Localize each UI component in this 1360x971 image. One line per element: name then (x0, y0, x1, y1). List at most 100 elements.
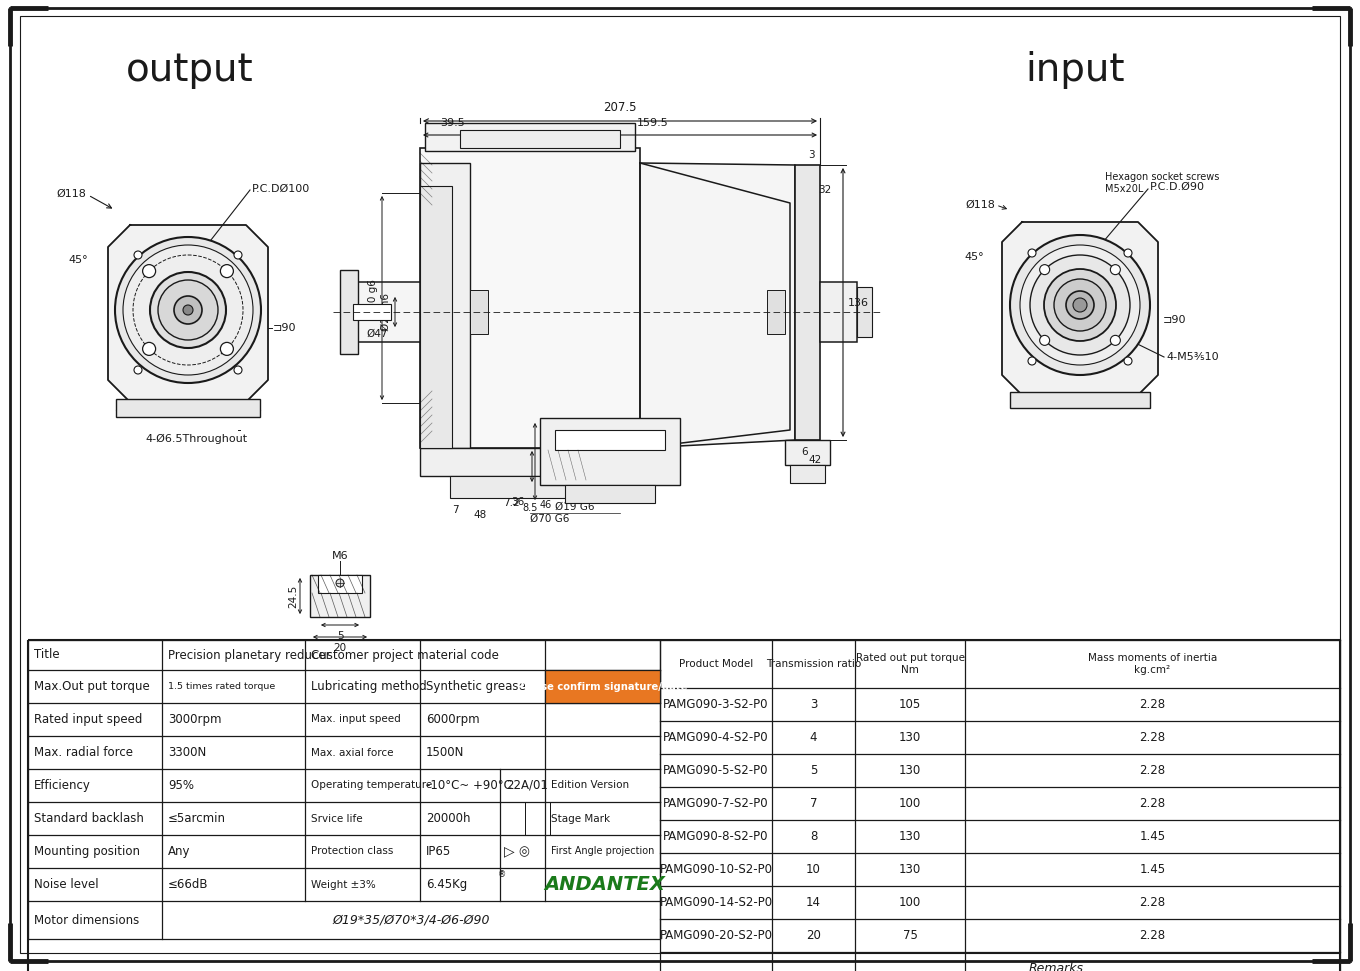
Text: M6: M6 (332, 551, 348, 561)
Bar (424, 123, 635, 151)
Circle shape (1123, 357, 1132, 365)
Bar (540, 418, 680, 485)
Text: 20: 20 (333, 643, 347, 653)
Circle shape (1066, 291, 1093, 319)
Bar (1010, 392, 1151, 408)
Text: Ø70 G6: Ø70 G6 (530, 514, 570, 524)
Text: 2.28: 2.28 (1140, 731, 1166, 744)
Text: 5: 5 (809, 764, 817, 777)
Text: 2.28: 2.28 (1140, 896, 1166, 909)
Bar (471, 290, 488, 334)
Text: 39.5: 39.5 (441, 118, 465, 128)
Bar (29, 640, 1340, 971)
Text: 20000h: 20000h (426, 812, 471, 825)
Text: Efficiency: Efficiency (34, 779, 91, 792)
Text: 6.45Kg: 6.45Kg (426, 878, 468, 891)
Text: 1.45: 1.45 (1140, 863, 1166, 876)
Text: 7: 7 (452, 505, 458, 515)
Circle shape (1044, 269, 1117, 341)
Circle shape (135, 251, 141, 259)
Bar (549, 802, 660, 835)
Circle shape (336, 579, 344, 587)
Text: 3300N: 3300N (169, 746, 207, 759)
Text: Weight ±3%: Weight ±3% (311, 880, 375, 889)
Text: Standard backlash: Standard backlash (34, 812, 144, 825)
Text: Ø22 h6: Ø22 h6 (381, 293, 392, 331)
Text: 130: 130 (899, 863, 921, 876)
Bar (785, 440, 830, 465)
Text: PAMG090-7-S2-P0: PAMG090-7-S2-P0 (664, 797, 768, 810)
Text: P.C.D.Ø90: P.C.D.Ø90 (1151, 182, 1205, 192)
Polygon shape (641, 163, 796, 448)
Text: 8: 8 (809, 830, 817, 843)
Polygon shape (641, 163, 790, 448)
Text: 4-Ø6.5Throughout: 4-Ø6.5Throughout (146, 434, 248, 444)
Text: 22A/01: 22A/01 (506, 779, 548, 792)
Text: 14: 14 (806, 896, 821, 909)
Bar (420, 186, 452, 448)
Text: 20: 20 (806, 929, 821, 942)
Text: Max. radial force: Max. radial force (34, 746, 133, 759)
Text: ◎: ◎ (518, 845, 529, 858)
Text: 130: 130 (899, 830, 921, 843)
Bar (857, 287, 872, 337)
Text: 105: 105 (899, 698, 921, 711)
Text: PAMG090-5-S2-P0: PAMG090-5-S2-P0 (664, 764, 768, 777)
Text: 36: 36 (511, 497, 525, 507)
Text: ANDANTEX: ANDANTEX (544, 875, 665, 894)
Bar (348, 282, 420, 342)
Bar (420, 163, 471, 448)
Text: ®: ® (498, 870, 506, 880)
Circle shape (234, 251, 242, 259)
Circle shape (1028, 357, 1036, 365)
Polygon shape (107, 225, 268, 402)
Text: 46: 46 (540, 500, 552, 510)
Text: Please confirm signature/date: Please confirm signature/date (517, 682, 688, 691)
Text: PAMG090-20-S2-P0: PAMG090-20-S2-P0 (660, 929, 772, 942)
Text: 100: 100 (899, 896, 921, 909)
Bar (460, 130, 620, 148)
Text: Transmission ratio: Transmission ratio (766, 659, 861, 669)
Circle shape (116, 237, 261, 383)
Text: Mounting position: Mounting position (34, 845, 140, 858)
Text: 5: 5 (337, 631, 343, 641)
Text: 207.5: 207.5 (604, 101, 636, 114)
Text: Ø47: Ø47 (366, 329, 388, 339)
Text: PAMG090-14-S2-P0: PAMG090-14-S2-P0 (660, 896, 772, 909)
Text: ⊐90: ⊐90 (1163, 315, 1186, 325)
Circle shape (135, 366, 141, 374)
Text: 10: 10 (806, 863, 821, 876)
Text: ≤66dB: ≤66dB (169, 878, 208, 891)
Text: Motor dimensions: Motor dimensions (34, 914, 139, 926)
Bar (796, 165, 820, 440)
Text: ≤5arcmin: ≤5arcmin (169, 812, 226, 825)
Text: 48: 48 (473, 510, 487, 520)
Text: 100: 100 (899, 797, 921, 810)
Bar (340, 270, 358, 354)
Text: 75: 75 (903, 929, 918, 942)
Bar (500, 802, 525, 835)
Text: Hexagon socket screws
M5x20L: Hexagon socket screws M5x20L (1104, 173, 1220, 194)
Bar (116, 399, 260, 417)
Text: ⊐90: ⊐90 (273, 323, 296, 333)
Bar (525, 802, 549, 835)
Text: Protection class: Protection class (311, 847, 393, 856)
Text: Ø118: Ø118 (966, 200, 996, 210)
Text: P.C.DØ100: P.C.DØ100 (252, 184, 310, 194)
Text: output: output (126, 51, 254, 89)
Text: 32: 32 (819, 185, 831, 195)
Text: Product Model: Product Model (679, 659, 753, 669)
Text: 7: 7 (809, 797, 817, 810)
Bar (318, 575, 362, 593)
Text: 8.5: 8.5 (522, 503, 537, 513)
Text: 24.5: 24.5 (288, 585, 298, 608)
Text: 95%: 95% (169, 779, 194, 792)
Bar (450, 476, 611, 498)
Text: 4-M5⅗10: 4-M5⅗10 (1166, 352, 1219, 362)
Text: input: input (1025, 51, 1125, 89)
Text: 3000rpm: 3000rpm (169, 713, 222, 726)
Circle shape (1123, 249, 1132, 257)
Circle shape (122, 245, 253, 375)
Circle shape (1010, 235, 1151, 375)
Text: -10°C~ +90°C: -10°C~ +90°C (426, 779, 511, 792)
